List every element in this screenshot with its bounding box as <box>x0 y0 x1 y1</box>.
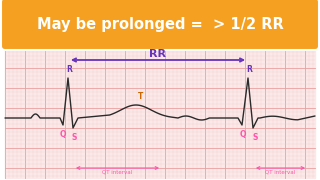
Text: R: R <box>66 65 72 74</box>
Text: T: T <box>138 92 144 101</box>
Text: QT interval: QT interval <box>102 170 132 175</box>
Text: Q: Q <box>60 130 66 139</box>
Text: QT interval: QT interval <box>265 170 296 175</box>
Text: Q: Q <box>240 130 246 139</box>
Text: RR: RR <box>149 49 166 59</box>
Text: S: S <box>252 133 258 142</box>
Bar <box>5 48 315 178</box>
Text: R: R <box>246 65 252 74</box>
Text: S: S <box>71 133 77 142</box>
Text: May be prolonged =  > 1/2 RR: May be prolonged = > 1/2 RR <box>36 17 284 31</box>
FancyBboxPatch shape <box>1 0 319 50</box>
